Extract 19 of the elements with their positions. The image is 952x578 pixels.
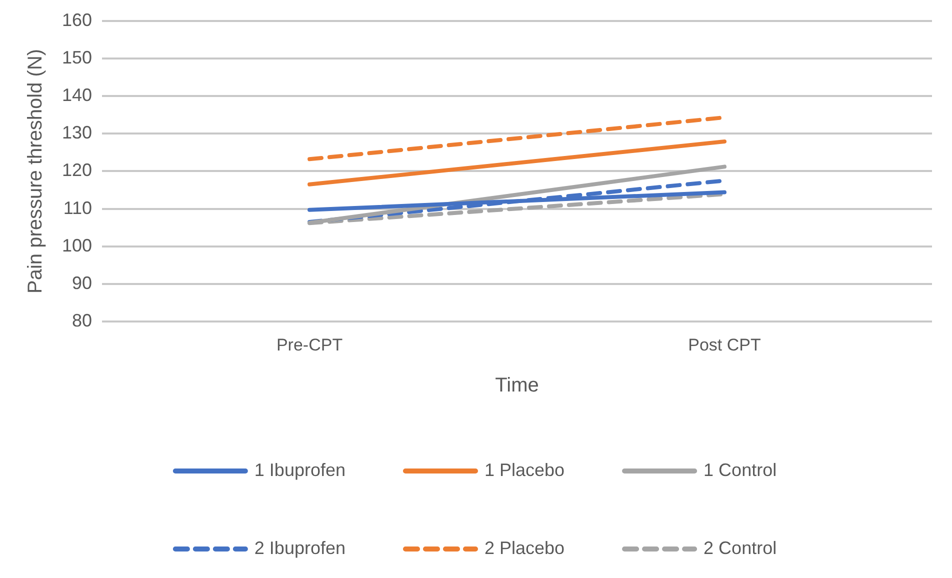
legend-label: 2 Ibuprofen: [254, 538, 346, 558]
y-tick-label: 120: [62, 160, 92, 180]
legend-label: 2 Control: [704, 538, 777, 558]
legend-label: 1 Control: [704, 460, 777, 480]
y-tick-label: 90: [72, 272, 92, 293]
y-axis-title: Pain pressure threshold (N): [24, 48, 47, 294]
y-tick-label: 130: [62, 122, 92, 143]
legend-label: 1 Ibuprofen: [254, 460, 346, 480]
y-tick-label: 110: [63, 198, 92, 218]
x-tick-label: Post CPT: [688, 335, 761, 354]
legend-label: 2 Placebo: [484, 538, 565, 558]
x-tick-label: Pre-CPT: [276, 335, 343, 354]
legend-label: 1 Placebo: [484, 460, 565, 480]
y-tick-label: 100: [62, 235, 92, 256]
y-tick-label: 140: [62, 84, 92, 105]
y-tick-label: 150: [62, 47, 92, 68]
y-tick-label: 160: [62, 10, 92, 30]
y-tick-label: 80: [72, 310, 92, 331]
x-axis-title: Time: [495, 374, 539, 397]
